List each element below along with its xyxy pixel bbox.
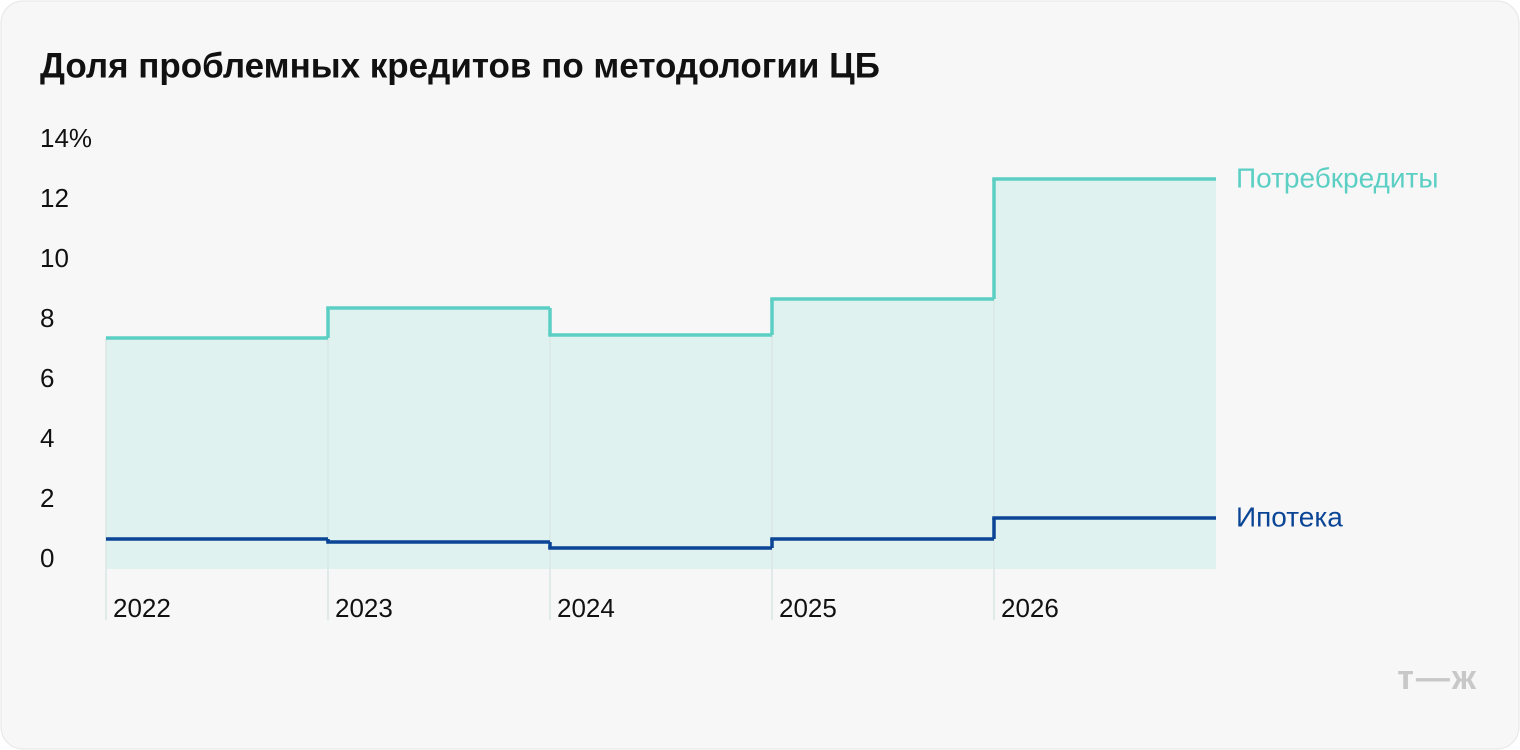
series-label: Ипотека: [1236, 501, 1343, 532]
chart-title: Доля проблемных кредитов по методологии …: [40, 46, 880, 85]
area-fill: [550, 335, 772, 569]
brand-logo: т—ж: [1397, 659, 1478, 697]
y-tick-label: 0: [40, 543, 54, 573]
area-fill: [328, 308, 550, 569]
y-tick-label: 8: [40, 303, 54, 333]
x-tick-label: 2024: [557, 593, 615, 623]
y-tick-label: 2: [40, 483, 54, 513]
x-tick-label: 2025: [779, 593, 837, 623]
area-fill: [772, 299, 994, 569]
x-tick-label: 2026: [1001, 593, 1059, 623]
y-tick-label: 10: [40, 243, 69, 273]
x-tick-label: 2023: [335, 593, 393, 623]
area-fill: [106, 338, 328, 569]
series-label: Потребкредиты: [1236, 162, 1438, 193]
y-tick-label: 6: [40, 363, 54, 393]
area-fill: [994, 179, 1216, 569]
y-tick-label: 4: [40, 423, 54, 453]
y-tick-label: 12: [40, 183, 69, 213]
y-tick-label: 14%: [40, 123, 92, 153]
x-tick-label: 2022: [113, 593, 171, 623]
